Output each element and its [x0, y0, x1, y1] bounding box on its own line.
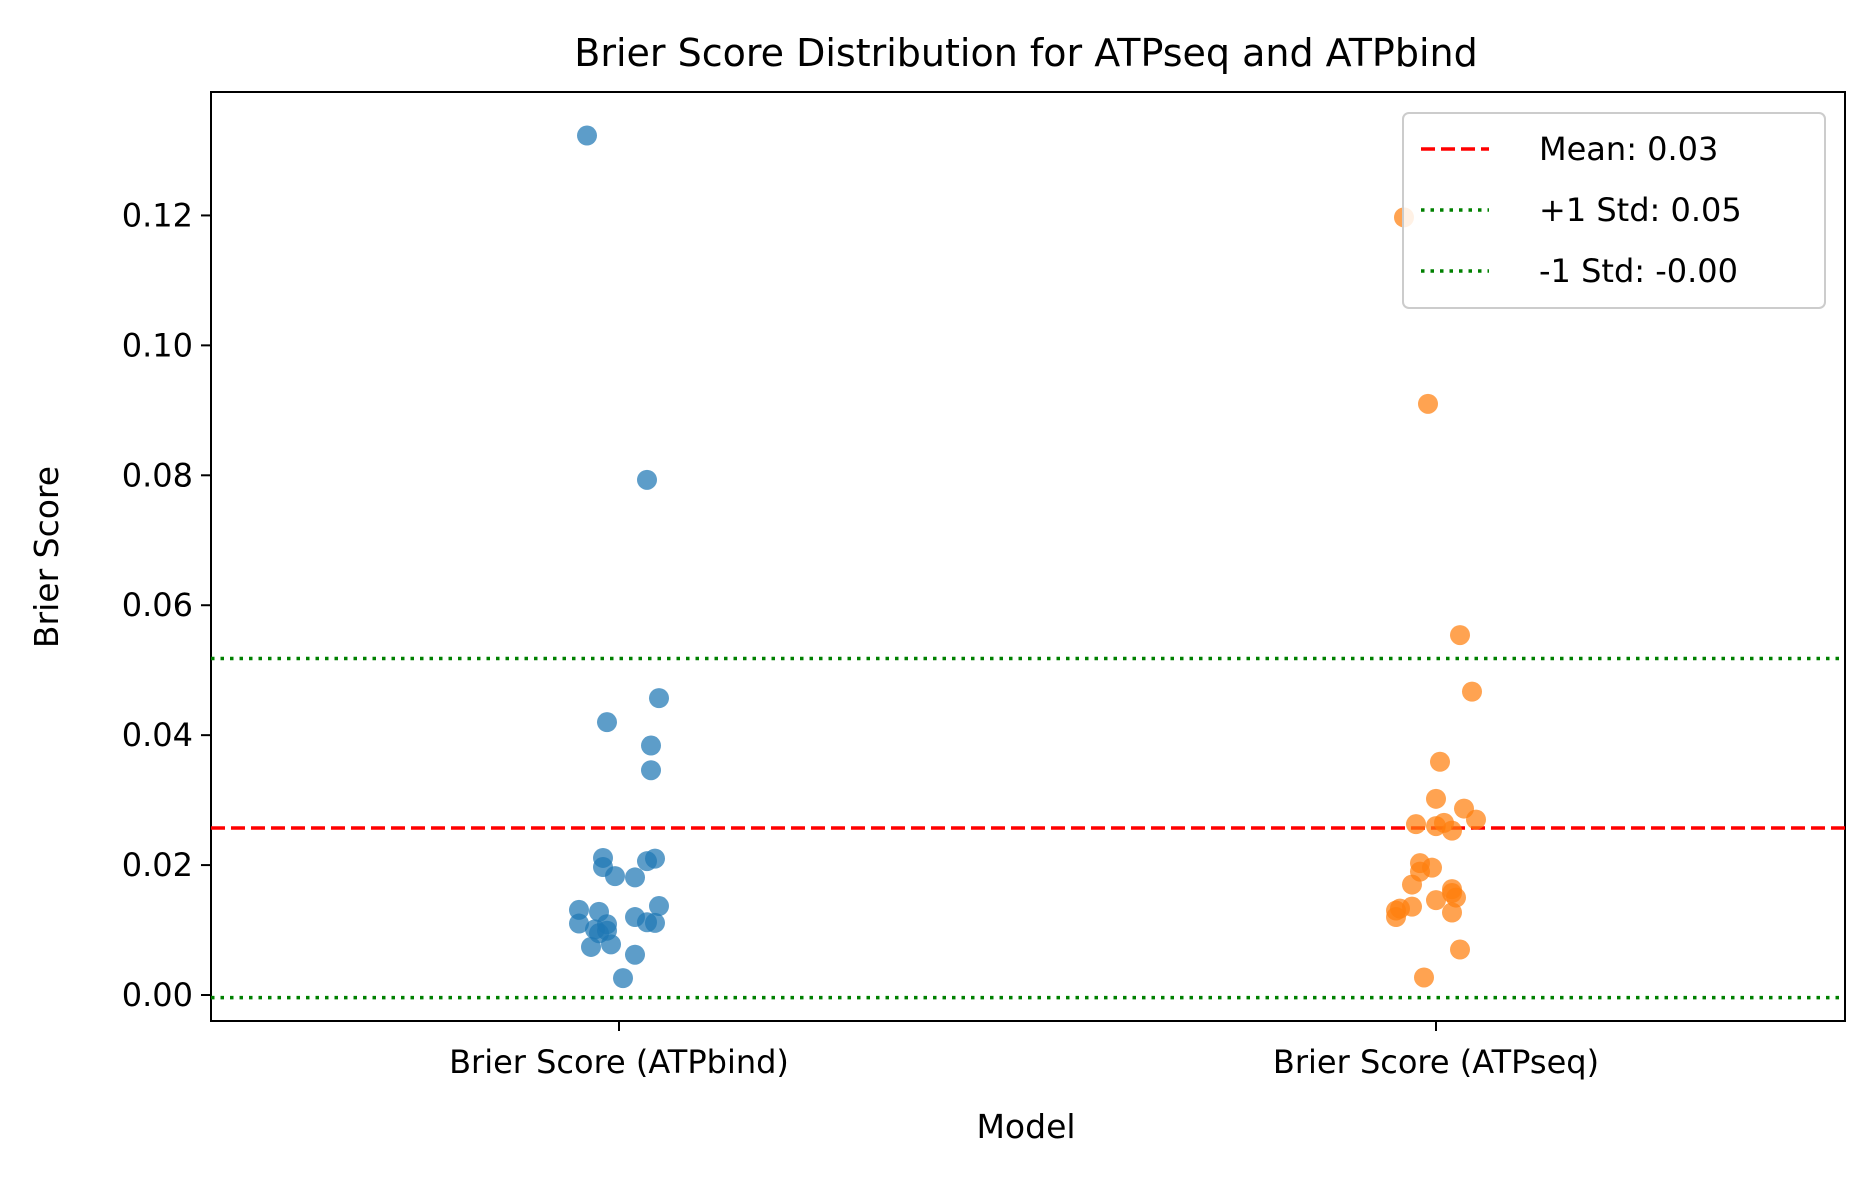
- y-tick-label-1: 0.02: [122, 846, 193, 884]
- legend: Mean: 0.03 +1 Std: 0.05 -1 Std: -0.00: [1402, 112, 1826, 309]
- data-point-0-18: [569, 913, 589, 934]
- y-tick-label-4: 0.08: [122, 456, 193, 494]
- data-point-0-8: [637, 851, 657, 872]
- data-point-0-0: [577, 125, 597, 146]
- data-point-0-11: [625, 867, 645, 888]
- data-point-0-5: [641, 760, 661, 781]
- data-point-1-25: [1450, 939, 1470, 960]
- legend-label-2: -1 Std: -0.00: [1539, 252, 1738, 290]
- chart-title: Brier Score Distribution for ATPseq and …: [574, 31, 1477, 75]
- y-axis-label: Brier Score: [27, 466, 66, 648]
- y-tick-label-5: 0.10: [122, 326, 193, 364]
- data-point-1-26: [1414, 967, 1434, 988]
- data-point-0-26: [613, 968, 633, 989]
- data-point-0-24: [581, 936, 601, 957]
- plot-area: [210, 91, 1846, 1022]
- legend-box: [1402, 112, 1826, 309]
- data-point-1-15: [1402, 874, 1422, 895]
- data-point-0-3: [597, 712, 617, 733]
- data-point-0-4: [641, 735, 661, 756]
- data-point-1-10: [1426, 816, 1446, 837]
- y-tick-label-2: 0.04: [122, 716, 193, 754]
- axes: 0.00 0.02 0.04 0.06 0.08 0.10 0.12 Brier Score …: [122, 196, 1599, 1081]
- data-point-0-12: [649, 896, 669, 917]
- legend-label-1: +1 Std: 0.05: [1539, 191, 1742, 229]
- data-point-1-2: [1450, 625, 1470, 646]
- data-point-1-9: [1406, 814, 1426, 835]
- data-point-0-2: [649, 688, 669, 709]
- data-point-1-11: [1442, 820, 1462, 841]
- x-tick-label-1: Brier Score (ATPseq): [1273, 1043, 1599, 1081]
- y-tick-label-6: 0.12: [122, 196, 193, 234]
- data-point-1-5: [1426, 788, 1446, 809]
- data-point-0-10: [605, 866, 625, 887]
- data-point-1-4: [1430, 751, 1450, 772]
- reference-lines: [211, 656, 1845, 1000]
- plot-frame: [210, 91, 1846, 1022]
- y-tick-label-0: 0.00: [122, 976, 193, 1014]
- data-point-1-19: [1426, 890, 1446, 911]
- data-point-1-24: [1386, 907, 1406, 928]
- data-point-0-23: [601, 934, 621, 955]
- data-point-0-17: [645, 912, 665, 933]
- data-point-0-1: [637, 469, 657, 490]
- data-point-1-7: [1466, 809, 1486, 830]
- data-point-1-23: [1442, 902, 1462, 923]
- data-point-1-1: [1418, 393, 1438, 414]
- x-tick-label-0: Brier Score (ATPbind): [449, 1043, 789, 1081]
- legend-label-0: Mean: 0.03: [1539, 130, 1718, 168]
- x-axis-label: Model: [976, 1107, 1075, 1146]
- data-point-1-3: [1462, 681, 1482, 702]
- data-points: [569, 125, 1486, 989]
- data-point-0-25: [625, 944, 645, 965]
- y-tick-label-3: 0.06: [122, 586, 193, 624]
